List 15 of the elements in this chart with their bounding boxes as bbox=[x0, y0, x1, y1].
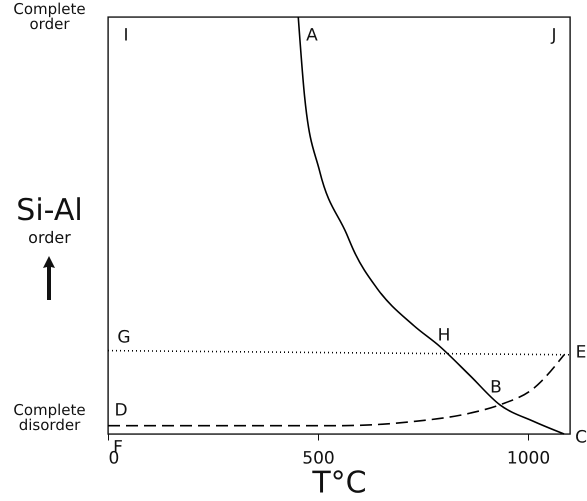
annotation: I bbox=[123, 26, 129, 46]
text: Complete order bbox=[12, 0, 87, 33]
annotation: D bbox=[114, 400, 128, 420]
annotation: J bbox=[551, 26, 557, 46]
annotation: B bbox=[490, 378, 502, 398]
annotation: H bbox=[438, 326, 450, 346]
x-tick-label: 1000 bbox=[506, 448, 550, 468]
annotation: A bbox=[306, 26, 318, 46]
text: Complete disorder bbox=[12, 401, 87, 434]
y-axis-title: Si-Al order bbox=[15, 193, 84, 247]
text: E bbox=[576, 342, 586, 362]
x-tick-label: 500 bbox=[302, 448, 335, 468]
text: C bbox=[575, 428, 587, 448]
annotation: G bbox=[117, 328, 131, 348]
x-axis-title: T°C bbox=[311, 466, 367, 500]
